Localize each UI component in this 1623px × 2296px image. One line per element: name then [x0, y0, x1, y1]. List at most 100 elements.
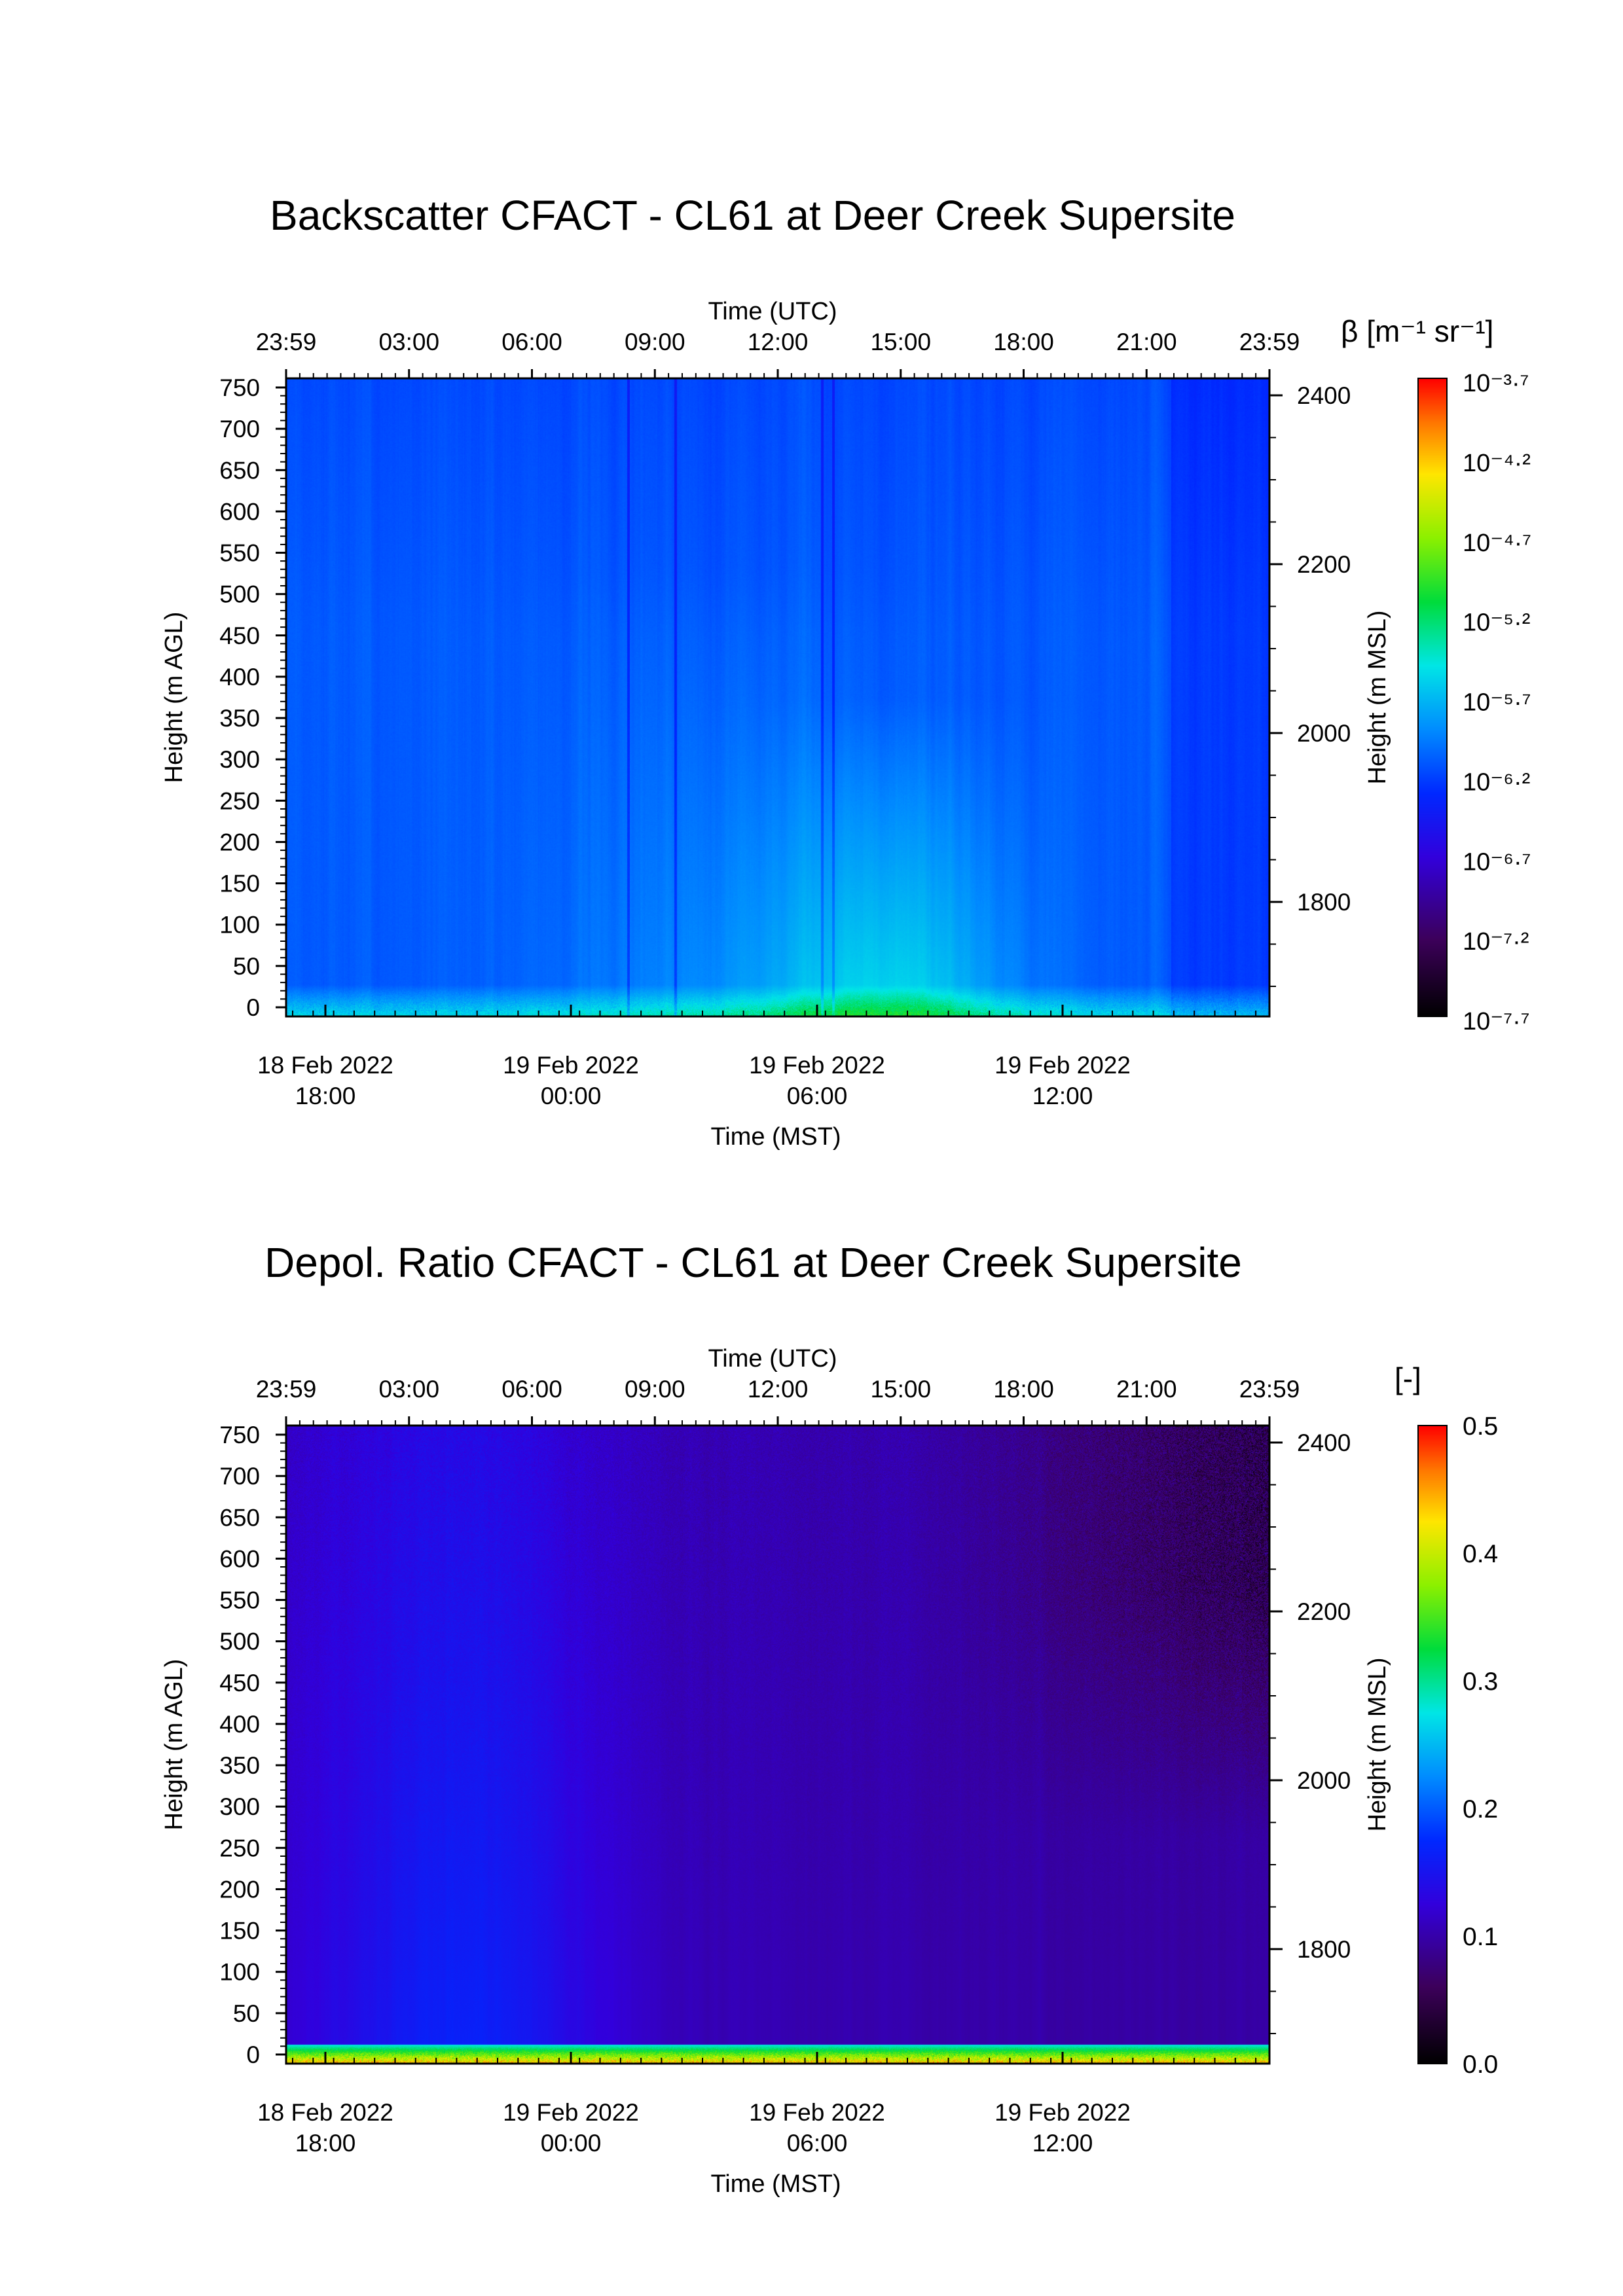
colorbar-tick-label: 0.2 — [1463, 1795, 1498, 1823]
right-axis-label: Height (m MSL) — [1364, 610, 1391, 784]
depol-panel: Depol. Ratio CFACT - CL61 at Deer Creek … — [0, 1047, 1623, 2296]
bottom-tick-date: 19 Feb 2022 — [749, 2099, 885, 2126]
top-tick-label: 06:00 — [501, 1376, 562, 1403]
left-tick-label: 300 — [219, 1793, 260, 1820]
backscatter-axes: β [m⁻¹ sr⁻¹] 0 50 100 150 200 250 300 350 400 450… — [160, 298, 1531, 1151]
left-tick-label: 750 — [219, 1422, 260, 1448]
top-axis-label: Time (UTC) — [708, 1345, 837, 1372]
backscatter-panel: Backscatter CFACT - CL61 at Deer Creek S… — [160, 192, 1531, 1151]
bottom-tick-time: 18:00 — [295, 2130, 356, 2157]
left-tick-label: 400 — [219, 664, 260, 691]
top-tick-label: 12:00 — [748, 329, 809, 355]
left-tick-label: 400 — [219, 1711, 260, 1738]
bottom-tick-date: 18 Feb 2022 — [257, 2099, 393, 2126]
bottom-tick-date: 19 Feb 2022 — [503, 2099, 639, 2126]
left-tick-label: 0 — [246, 994, 260, 1021]
left-tick-label: 750 — [219, 374, 260, 401]
left-axis-label: Height (m AGL) — [160, 612, 188, 783]
right-tick-label: 2200 — [1297, 1598, 1351, 1625]
colorbar-frame — [1417, 1425, 1448, 2064]
colorbar-tick-label: 0.1 — [1463, 1923, 1498, 1951]
bottom-tick-date: 19 Feb 2022 — [994, 2099, 1131, 2126]
bottom-tick-time: 00:00 — [541, 1083, 602, 1109]
left-tick-label: 100 — [219, 1959, 260, 1986]
left-axis-label: Height (m AGL) — [160, 1659, 188, 1831]
top-tick-label: 06:00 — [501, 329, 562, 355]
colorbar-tick-label: 0.3 — [1463, 1668, 1498, 1696]
left-tick-label: 100 — [219, 912, 260, 939]
left-tick-label: 650 — [219, 457, 260, 484]
top-tick-label: 15:00 — [870, 329, 931, 355]
left-tick-label: 200 — [219, 829, 260, 855]
top-tick-label: 09:00 — [625, 1376, 685, 1403]
right-tick-label: 2000 — [1297, 1767, 1351, 1794]
left-tick-label: 700 — [219, 1463, 260, 1490]
left-tick-label: 200 — [219, 1876, 260, 1903]
left-tick-label: 450 — [219, 1670, 260, 1696]
colorbar-tick-label: 10⁻⁷·² — [1463, 928, 1529, 956]
colorbar-tick-label: 0.4 — [1463, 1540, 1498, 1568]
left-tick-label: 0 — [246, 2041, 260, 2068]
top-tick-label: 18:00 — [993, 1376, 1054, 1403]
bottom-tick-date: 19 Feb 2022 — [749, 1052, 885, 1079]
colorbar-tick-label: 10⁻⁵·⁷ — [1463, 689, 1531, 717]
left-tick-label: 250 — [219, 1835, 260, 1861]
top-axis-label: Time (UTC) — [708, 298, 837, 325]
chart-title: Backscatter CFACT - CL61 at Deer Creek S… — [270, 192, 1235, 239]
right-tick-label: 1800 — [1297, 1936, 1351, 1963]
bottom-tick-time: 06:00 — [787, 1083, 848, 1109]
top-tick-label: 21:00 — [1116, 329, 1177, 355]
top-tick-label: 03:00 — [378, 1376, 439, 1403]
top-tick-label: 03:00 — [378, 329, 439, 355]
colorbar-tick-label: 10⁻⁴·² — [1463, 450, 1531, 477]
right-axis-label: Height (m MSL) — [1364, 1657, 1391, 1831]
colorbar-tick-label: 0.5 — [1463, 1412, 1498, 1441]
colorbar-tick-label: 10⁻³·⁷ — [1463, 370, 1529, 397]
right-tick-label: 2400 — [1297, 1429, 1351, 1456]
colorbar-frame — [1417, 378, 1448, 1017]
plot-frame — [285, 1424, 1271, 2065]
bottom-tick-time: 12:00 — [1032, 1083, 1093, 1109]
left-tick-label: 700 — [219, 416, 260, 442]
top-tick-label: 23:59 — [256, 329, 317, 355]
left-tick-label: 600 — [219, 498, 260, 525]
depol-axes: [-] 0 50 100 150 200 250 300 350 400 450 500 550 600… — [160, 1345, 1498, 2198]
right-tick-label: 2200 — [1297, 551, 1351, 578]
left-tick-label: 550 — [219, 540, 260, 567]
top-tick-label: 23:59 — [1239, 1376, 1300, 1403]
bottom-tick-date: 19 Feb 2022 — [994, 1052, 1131, 1079]
depol-heatmap — [286, 1426, 1269, 2064]
bottom-tick-time: 00:00 — [541, 2130, 602, 2157]
colorbar-tick-label: 10⁻⁴·⁷ — [1463, 529, 1531, 557]
left-tick-label: 300 — [219, 746, 260, 773]
left-tick-label: 600 — [219, 1545, 260, 1572]
bottom-tick-time: 12:00 — [1032, 2130, 1093, 2157]
bottom-axis-label: Time (MST) — [710, 1123, 841, 1151]
colorbar-tick-label: 10⁻⁶·⁷ — [1463, 848, 1531, 876]
left-tick-label: 550 — [219, 1587, 260, 1614]
right-tick-label: 2400 — [1297, 382, 1351, 409]
bottom-tick-time: 06:00 — [787, 2130, 848, 2157]
colorbar-label: [-] — [1395, 1361, 1421, 1395]
colorbar-tick-label: 10⁻⁷·⁷ — [1463, 1008, 1529, 1035]
bottom-tick-date: 19 Feb 2022 — [503, 1052, 639, 1079]
left-tick-label: 650 — [219, 1504, 260, 1531]
bottom-tick-date: 18 Feb 2022 — [257, 1052, 393, 1079]
colorbar-tick-label: 0.0 — [1463, 2051, 1498, 2079]
bottom-tick-time: 18:00 — [295, 1083, 356, 1109]
top-tick-label: 09:00 — [625, 329, 685, 355]
top-tick-label: 18:00 — [993, 329, 1054, 355]
plot-frame — [285, 377, 1271, 1018]
bottom-axis-label: Time (MST) — [710, 2170, 841, 2198]
left-tick-label: 50 — [233, 953, 260, 980]
left-tick-label: 500 — [219, 581, 260, 608]
left-tick-label: 450 — [219, 622, 260, 649]
left-tick-label: 250 — [219, 787, 260, 814]
chart-title: Depol. Ratio CFACT - CL61 at Deer Creek … — [264, 1239, 1242, 1286]
top-tick-label: 12:00 — [748, 1376, 809, 1403]
left-tick-label: 150 — [219, 870, 260, 897]
left-tick-label: 350 — [219, 1752, 260, 1779]
left-tick-label: 500 — [219, 1628, 260, 1655]
left-tick-label: 350 — [219, 705, 260, 732]
right-tick-label: 2000 — [1297, 720, 1351, 747]
